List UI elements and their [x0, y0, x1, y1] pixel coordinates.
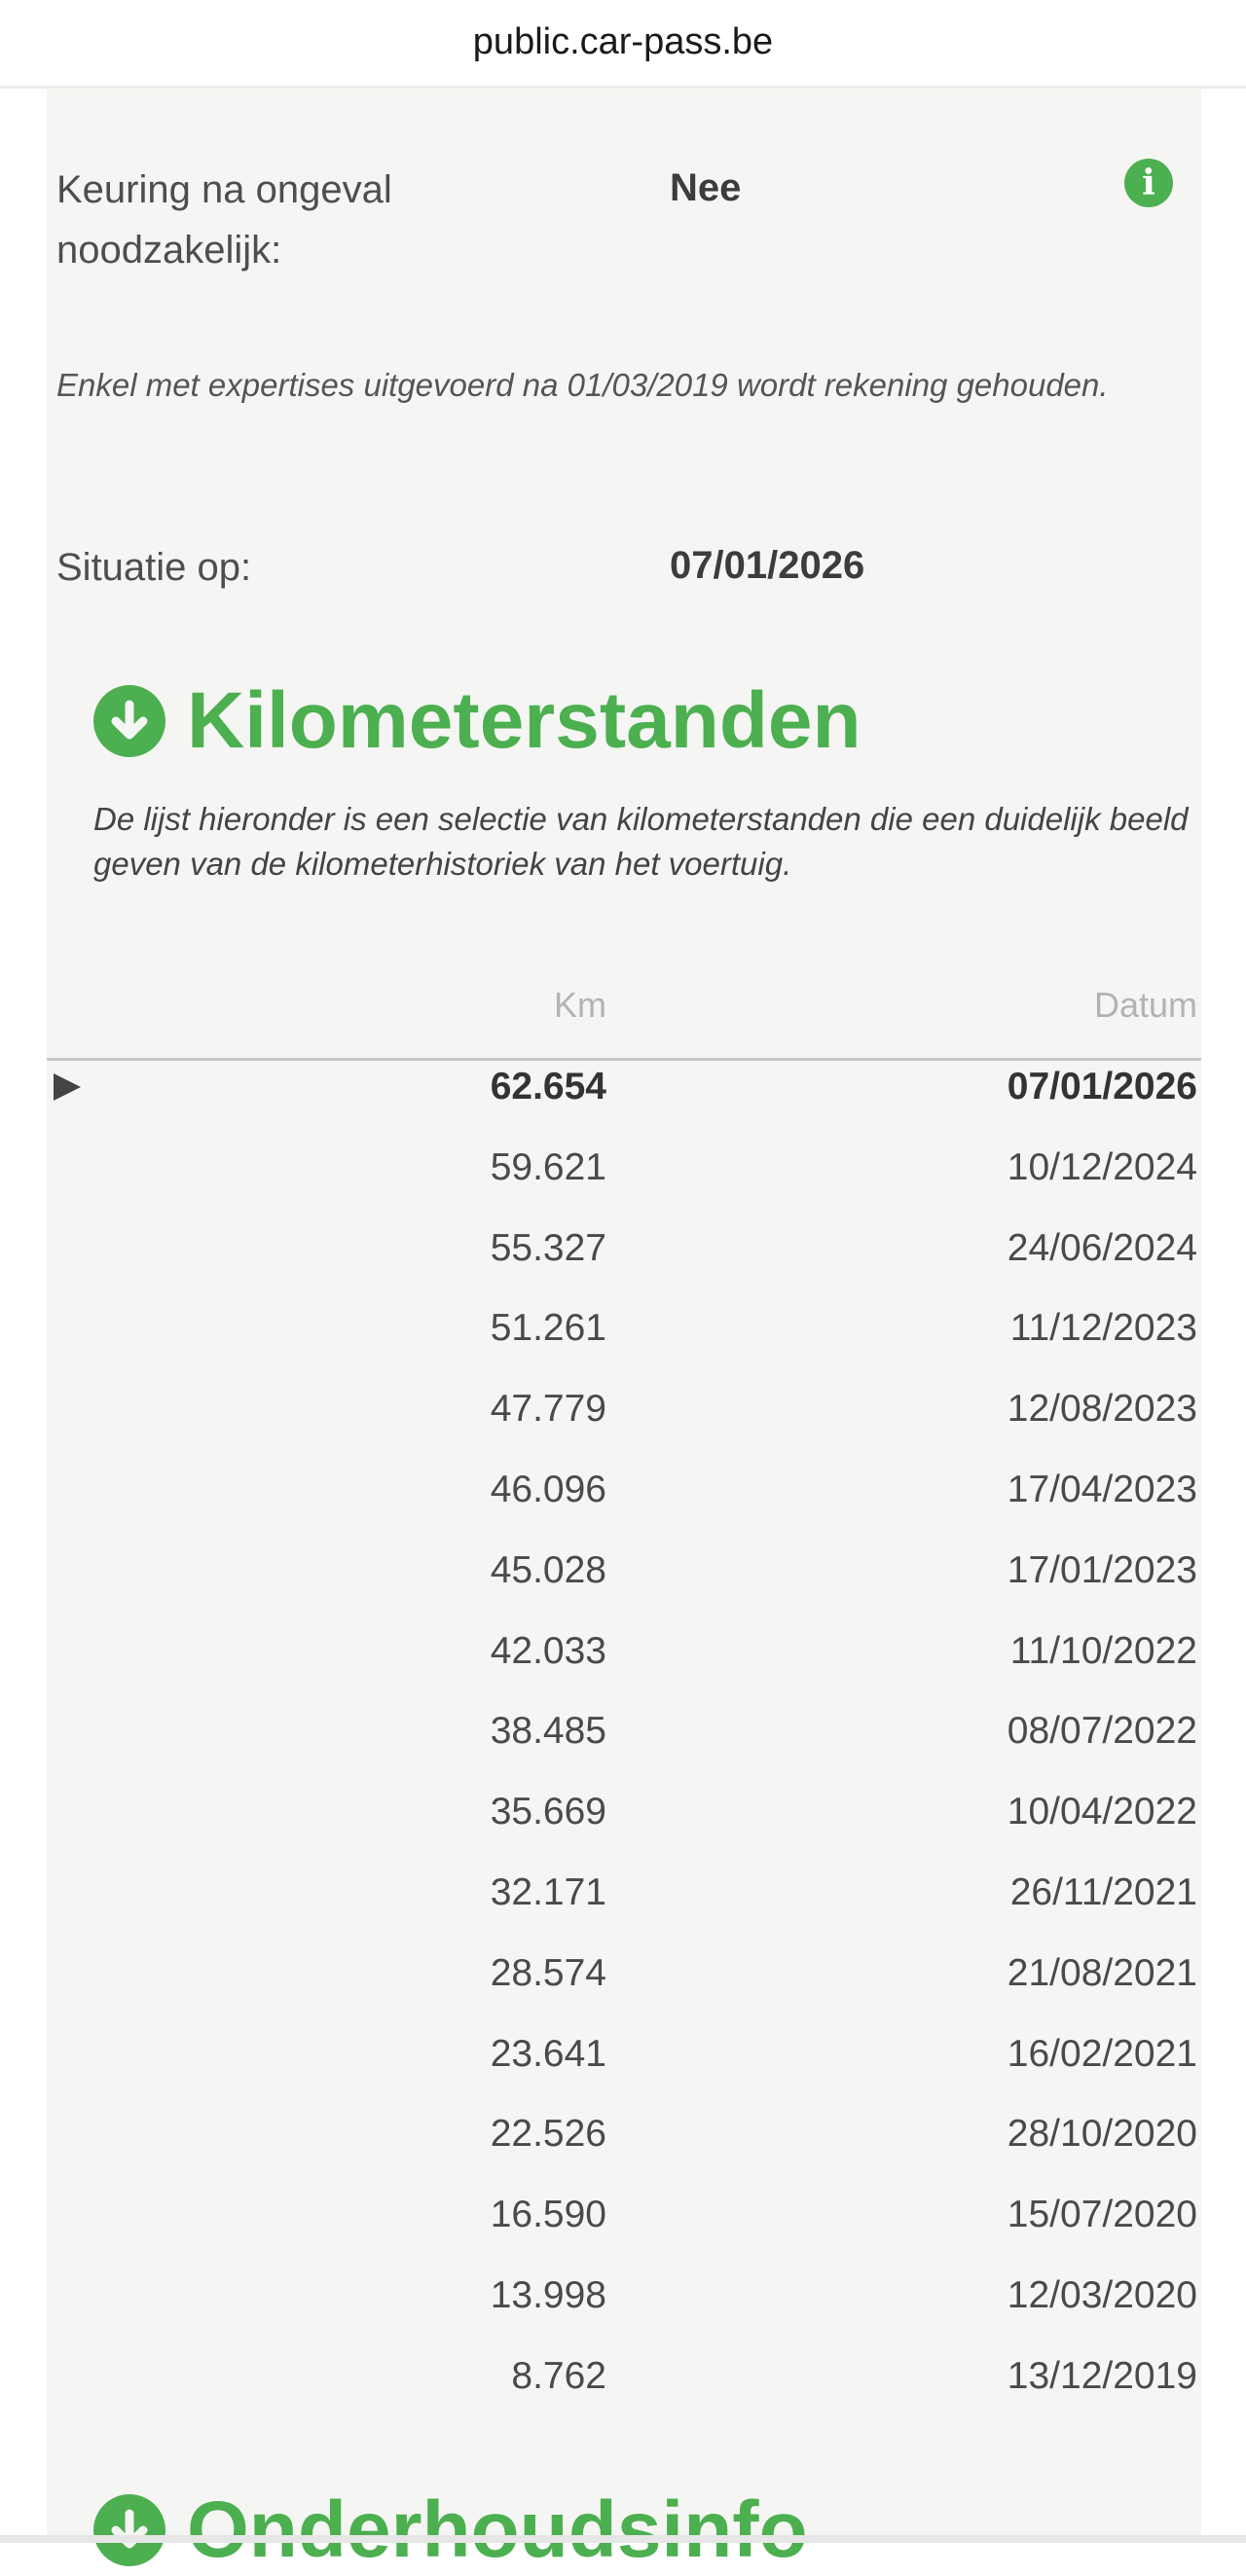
km-cell: 23.641: [490, 2032, 606, 2075]
situation-label: Situatie op:: [56, 546, 252, 589]
km-cell: 13.998: [490, 2274, 606, 2316]
km-cell: 51.261: [490, 1307, 606, 1350]
km-cell: 32.171: [490, 1871, 606, 1913]
table-row: 42.033 11/10/2022: [47, 1630, 1201, 1710]
arrow-down-circle-icon: [93, 685, 165, 757]
table-row: 38.485 08/07/2022: [47, 1710, 1201, 1790]
table-row: 22.526 28/10/2020: [47, 2113, 1201, 2193]
mileage-title: Kilometerstanden: [187, 676, 861, 765]
table-row: 23.641 16/02/2021: [47, 2033, 1201, 2113]
km-cell: 28.574: [490, 1951, 606, 1994]
date-cell: 17/01/2023: [1007, 1548, 1197, 1591]
maintenance-heading[interactable]: Onderhoudsinfo: [93, 2485, 808, 2576]
km-cell: 62.654: [490, 1066, 606, 1107]
accident-check-value: Nee: [670, 166, 742, 209]
table-row: 35.669 10/04/2022: [47, 1791, 1201, 1870]
date-cell: 28/10/2020: [1007, 2113, 1197, 2156]
km-cell: 42.033: [490, 1629, 606, 1672]
url-text: public.car-pass.be: [472, 21, 774, 62]
table-row: 45.028 17/01/2023: [47, 1549, 1201, 1629]
date-cell: 12/03/2020: [1007, 2274, 1197, 2316]
date-cell: 10/04/2022: [1007, 1791, 1197, 1833]
date-cell: 13/12/2019: [1007, 2354, 1197, 2397]
mileage-description: De lijst hieronder is een selectie van k…: [93, 801, 1189, 882]
table-row: 8.762 13/12/2019: [47, 2355, 1201, 2435]
table-row: 47.779 12/08/2023: [47, 1388, 1201, 1468]
date-cell: 26/11/2021: [1009, 1871, 1197, 1913]
table-row: 32.171 26/11/2021: [47, 1871, 1201, 1951]
date-cell: 12/08/2023: [1007, 1388, 1197, 1431]
expertise-note: Enkel met expertises uitgevoerd na 01/03…: [56, 367, 1109, 403]
table-row: 51.261 11/12/2023: [47, 1307, 1201, 1387]
km-cell: 38.485: [490, 1710, 606, 1753]
column-header-km: Km: [554, 985, 606, 1025]
km-cell: 16.590: [490, 2194, 606, 2236]
table-row: 55.327 24/06/2024: [47, 1227, 1201, 1307]
date-cell: 10/12/2024: [1007, 1145, 1197, 1188]
info-icon[interactable]: i: [1124, 159, 1173, 207]
situation-value: 07/01/2026: [670, 544, 865, 587]
km-cell: 59.621: [490, 1145, 606, 1188]
date-cell: 21/08/2021: [1007, 1951, 1197, 1994]
maintenance-title: Onderhoudsinfo: [187, 2485, 808, 2574]
date-cell: 17/04/2023: [1007, 1469, 1197, 1510]
km-cell: 22.526: [490, 2113, 606, 2156]
table-row: 59.621 10/12/2024: [47, 1146, 1201, 1226]
table-row: 28.574 21/08/2021: [47, 1952, 1201, 2032]
date-cell: 15/07/2020: [1007, 2194, 1197, 2236]
table-row: 46.096 17/04/2023: [47, 1469, 1201, 1548]
date-cell: 11/12/2023: [1009, 1307, 1197, 1350]
km-cell: 45.028: [490, 1548, 606, 1591]
browser-url-bar[interactable]: public.car-pass.be: [0, 0, 1246, 89]
km-cell: 8.762: [511, 2354, 606, 2397]
km-cell: 46.096: [490, 1469, 606, 1510]
report-panel: Keuring na ongeval noodzakelijk: Nee i E…: [47, 89, 1201, 2574]
km-cell: 55.327: [490, 1226, 606, 1269]
date-cell: 11/10/2022: [1009, 1629, 1197, 1672]
table-row: 16.590 15/07/2020: [47, 2194, 1201, 2273]
table-row: 62.654 07/01/2026: [47, 1066, 1201, 1145]
arrow-down-circle-icon: [93, 2494, 165, 2566]
accident-check-label: Keuring na ongeval noodzakelijk:: [56, 168, 392, 272]
date-cell: 16/02/2021: [1007, 2032, 1197, 2075]
bottom-toolbar-edge: [0, 2535, 1246, 2543]
km-cell: 47.779: [490, 1388, 606, 1431]
date-cell: 08/07/2022: [1007, 1710, 1197, 1753]
current-row-arrow-icon: [54, 1073, 81, 1101]
mileage-heading[interactable]: Kilometerstanden: [93, 675, 861, 767]
date-cell: 07/01/2026: [1007, 1066, 1197, 1107]
km-cell: 35.669: [490, 1791, 606, 1833]
column-header-date: Datum: [1093, 985, 1197, 1025]
date-cell: 24/06/2024: [1007, 1226, 1197, 1269]
table-row: 13.998 12/03/2020: [47, 2274, 1201, 2354]
header-divider: [47, 1058, 1201, 1061]
